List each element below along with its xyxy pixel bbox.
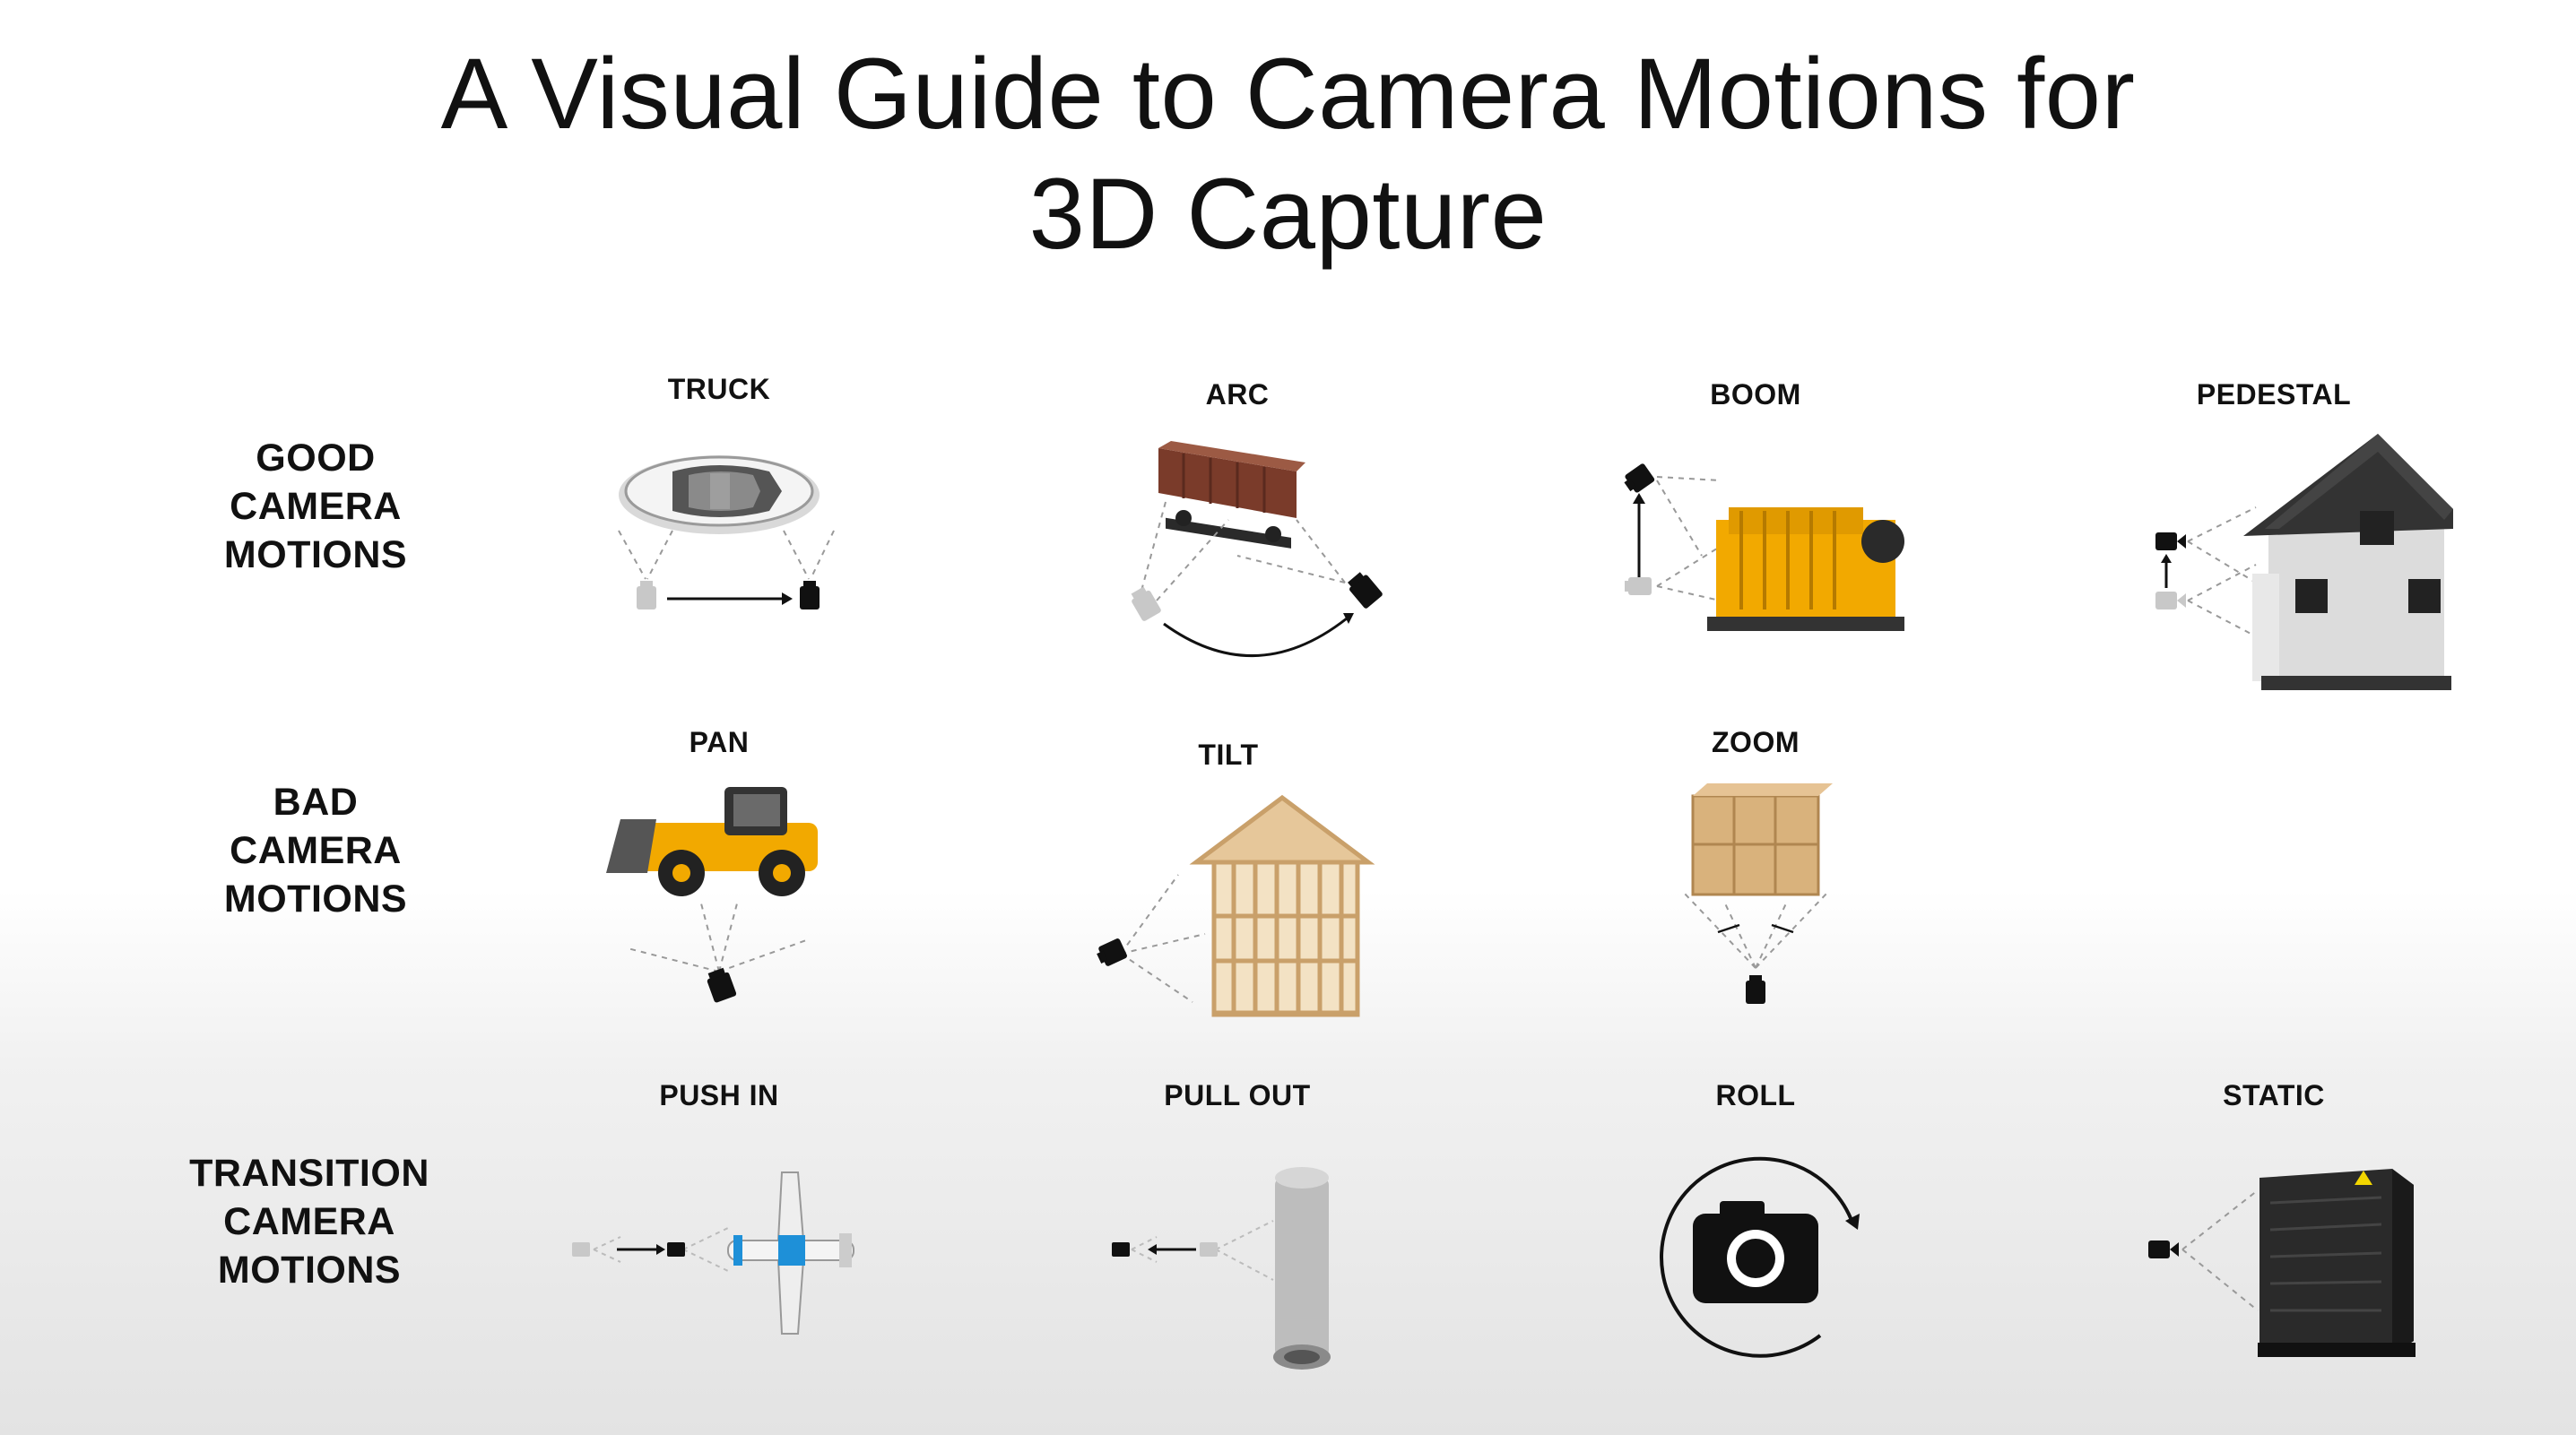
- generator-icon: [1707, 507, 1904, 631]
- camera-icon: [1624, 463, 1655, 493]
- row-label-good-line1: GOOD: [256, 437, 376, 480]
- motion-pedestal: PEDESTAL: [2068, 376, 2480, 726]
- row-label-transition-line3: MOTIONS: [217, 1249, 402, 1292]
- camera-icon: [667, 1242, 685, 1257]
- motion-pan: PAN: [513, 724, 925, 1074]
- crates-icon: [1691, 783, 1833, 896]
- camera-icon: [1746, 975, 1765, 1004]
- title-line-2: 3D Capture: [1028, 158, 1548, 270]
- motion-label-tilt: TILT: [1198, 739, 1259, 771]
- title-line-1: A Visual Guide to Camera Motions for: [440, 38, 2136, 150]
- tilt-illustration: [1097, 794, 1375, 1017]
- push-in-illustration: [572, 1171, 854, 1335]
- row-label-transition: TRANSITION CAMERA MOTIONS: [130, 1149, 489, 1294]
- motion-truck: TRUCK: [513, 371, 925, 721]
- camera-ghost-icon: [1131, 586, 1161, 621]
- motion-label-static: STATIC: [2223, 1079, 2325, 1111]
- car-icon: [619, 455, 820, 534]
- camera-icon: [800, 581, 820, 609]
- motion-label-arc: ARC: [1205, 378, 1270, 411]
- camera-icon: [1348, 572, 1383, 609]
- concrete-pipe-icon: [1273, 1167, 1331, 1370]
- motion-label-push-in: PUSH IN: [659, 1079, 779, 1111]
- motion-tilt: TILT: [1022, 737, 1435, 1086]
- zoom-illustration: [1683, 783, 1833, 1004]
- house-frame-icon: [1189, 794, 1375, 1017]
- arc-illustration: [1131, 441, 1383, 657]
- camera-ghost-icon: [637, 581, 656, 609]
- row-label-bad-line3: MOTIONS: [223, 877, 408, 921]
- camera-icon: [1112, 1242, 1130, 1257]
- camera-icon: [707, 967, 737, 1003]
- motion-label-boom: BOOM: [1710, 378, 1801, 411]
- truck-illustration: [618, 455, 835, 609]
- airplane-icon: [727, 1171, 854, 1335]
- pan-illustration: [606, 787, 818, 1003]
- loader-icon: [606, 787, 818, 896]
- row-label-bad: BAD CAMERA MOTIONS: [136, 778, 495, 923]
- row-label-good-line3: MOTIONS: [223, 533, 408, 576]
- generator-enclosure-icon: [2258, 1169, 2416, 1357]
- arc-arrow: [1163, 617, 1348, 657]
- motion-label-pull-out: PULL OUT: [1164, 1079, 1311, 1111]
- row-label-bad-line1: BAD: [273, 781, 359, 824]
- house-icon: [2243, 434, 2453, 690]
- row-label-transition-line1: TRANSITION: [189, 1152, 429, 1195]
- roll-arrow: [1660, 1156, 1854, 1358]
- static-illustration: [2148, 1169, 2416, 1357]
- row-label-bad-line2: CAMERA: [230, 829, 402, 872]
- pull-out-illustration: [1112, 1167, 1331, 1370]
- motion-roll: ROLL: [1549, 1077, 1962, 1427]
- motion-push-in: PUSH IN: [513, 1077, 925, 1427]
- camera-icon: [2155, 532, 2186, 550]
- motion-label-truck: TRUCK: [667, 373, 771, 405]
- boom-illustration: [1624, 463, 1904, 631]
- motion-zoom: ZOOM: [1549, 724, 1962, 1074]
- camera-icon: [1693, 1201, 1818, 1303]
- roll-illustration: [1660, 1156, 1860, 1358]
- camera-ghost-icon: [2155, 592, 2186, 609]
- pedestal-illustration: [2155, 434, 2453, 690]
- motion-boom: BOOM: [1549, 376, 1962, 726]
- railcar-icon: [1158, 441, 1305, 549]
- motion-label-pedestal: PEDESTAL: [2196, 378, 2352, 411]
- camera-ghost-icon: [572, 1242, 590, 1257]
- row-label-good: GOOD CAMERA MOTIONS: [136, 434, 495, 579]
- motion-pull-out: PULL OUT: [1031, 1077, 1444, 1427]
- motion-static: STATIC: [2068, 1077, 2480, 1427]
- page-title: A Visual Guide to Camera Motions for 3D …: [0, 34, 2576, 274]
- camera-ghost-icon: [1200, 1242, 1218, 1257]
- camera-ghost-icon: [1625, 577, 1652, 595]
- motion-label-zoom: ZOOM: [1712, 726, 1800, 758]
- zoom-arrows: [1717, 923, 1794, 934]
- motion-arc: ARC: [1031, 376, 1444, 726]
- camera-icon: [2148, 1240, 2179, 1258]
- motion-label-pan: PAN: [689, 726, 750, 758]
- camera-icon: [1097, 938, 1127, 966]
- motion-label-roll: ROLL: [1715, 1079, 1796, 1111]
- row-label-transition-line2: CAMERA: [223, 1200, 395, 1243]
- row-label-good-line2: CAMERA: [230, 485, 402, 528]
